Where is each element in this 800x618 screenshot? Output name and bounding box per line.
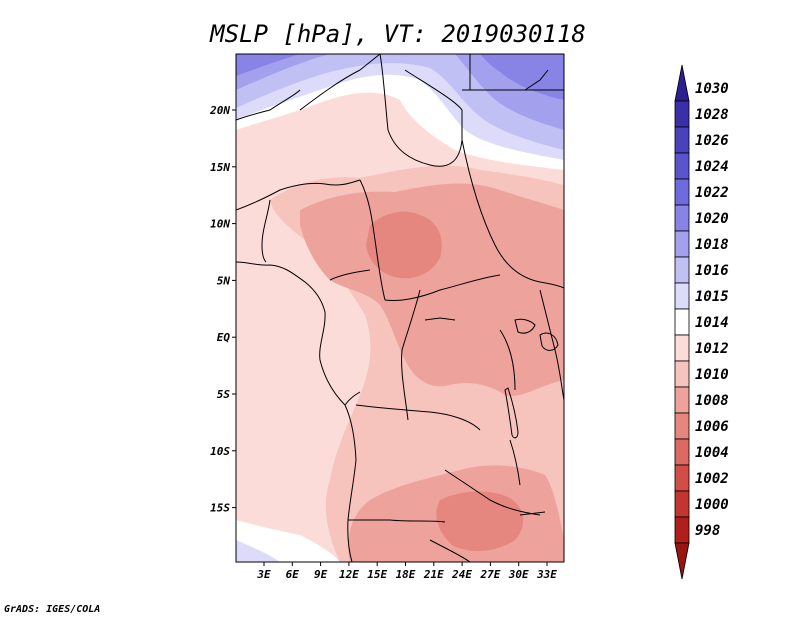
lat-label: 5S [217,388,231,401]
lon-label: 9E [314,568,328,581]
lat-label: 5N [217,274,231,287]
contour-1015-corner [236,540,280,562]
colorbar-swatch [674,334,690,362]
colorbar-swatch [674,516,690,544]
lat-label: 10S [210,445,230,458]
colorbar-swatch [674,542,690,580]
colorbar-swatch [674,100,690,128]
colorbar-swatch [674,464,690,492]
contour-1006 [366,211,442,279]
grads-credit: GrADS: IGES/COLA [4,604,101,615]
colorbar-label: 1008 [695,393,729,409]
colorbar-label: 1022 [695,185,729,201]
colorbar-swatch [674,282,690,310]
colorbar-swatch [674,308,690,336]
lon-label: 24E [451,568,472,581]
map-panel [235,53,565,563]
colorbar-label: 1006 [695,419,729,435]
lat-label: EQ [217,331,231,344]
colorbar-swatch [674,178,690,206]
colorbar-label: 1004 [695,445,729,461]
latitude-axis: 20N 15N 10N 5N EQ 5S 10S 15S [209,104,236,515]
lat-label: 20N [209,104,230,117]
pressure-field [236,54,564,562]
colorbar-label: 1012 [695,341,729,357]
lat-label: 15N [210,161,230,174]
colorbar-swatch [674,412,690,440]
country-borders [236,54,564,562]
lon-label: 30E [508,568,529,581]
colorbar-label: 1016 [695,263,729,279]
contour-1020 [236,54,564,100]
colorbar-swatch [674,386,690,414]
colorbar-label: 1028 [695,107,729,123]
longitude-axis: 3E 6E 9E 12E 15E 18E 21E 24E 27E 30E 33E [256,562,557,581]
figure-title: MSLP [hPa], VT: 2019030118 [209,20,586,48]
lon-label: 15E [367,568,387,581]
lat-label: 15S [210,502,230,515]
colorbar-swatch [674,152,690,180]
lon-label: 12E [339,568,359,581]
colorbar-swatch [674,126,690,154]
map-frame [235,53,565,563]
lon-label: 27E [479,568,500,581]
lat-label: 10N [210,218,230,231]
colorbar-label: 1030 [695,81,729,97]
contour-1014-coast [236,520,340,562]
lakes [424,317,559,516]
colorbar-label: 1024 [695,159,729,175]
colorbar-swatch [674,438,690,466]
colorbar-label: 1015 [695,289,729,305]
colorbar-swatch [674,64,690,102]
colorbar-label: 1014 [695,315,729,331]
contour-1006-south [436,491,524,552]
colorbar-label: 1000 [695,497,729,513]
colorbar: 1030 1028 1026 1024 1022 1020 1018 1016 1015 1014… [674,64,729,580]
lon-label: 21E [423,568,444,581]
colorbar-label: 1002 [695,471,729,487]
colorbar-swatch [674,230,690,258]
colorbar-label: 998 [695,523,720,539]
lon-label: 33E [536,568,557,581]
lon-label: 3E [256,568,271,581]
contour-1018 [236,54,564,130]
colorbar-swatch [674,360,690,388]
colorbar-label: 1026 [695,133,729,149]
colorbar-label: 1010 [695,367,729,383]
colorbar-swatch [674,204,690,232]
colorbar-swatch [674,256,690,284]
contour-1008 [300,183,564,397]
lon-label: 18E [396,568,416,581]
colorbar-swatch [674,490,690,518]
colorbar-label: 1018 [695,237,729,253]
lon-label: 6E [286,568,300,581]
colorbar-label: 1020 [695,211,729,227]
